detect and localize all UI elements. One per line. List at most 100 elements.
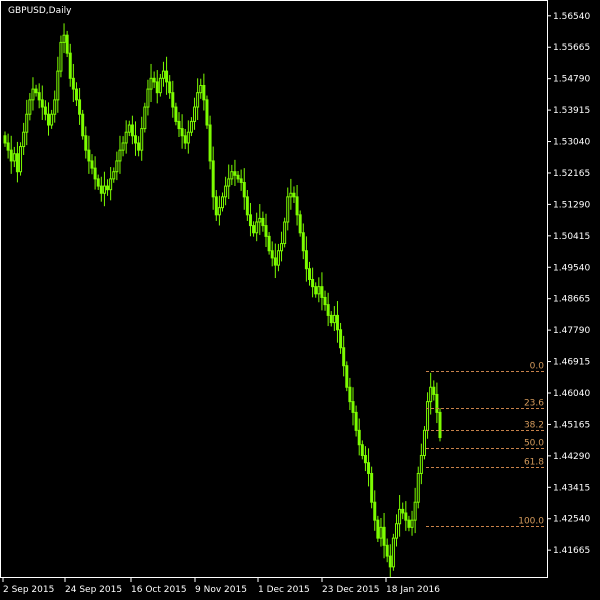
candle — [56, 56, 60, 113]
candle — [435, 382, 439, 424]
candle — [370, 466, 374, 509]
y-tick-label: 1.46915 — [553, 358, 590, 368]
candle — [335, 301, 339, 343]
candle — [81, 109, 85, 140]
candle — [379, 518, 383, 547]
candle — [323, 290, 327, 311]
candle — [273, 243, 277, 279]
candle — [25, 99, 29, 146]
fib-level-label: 23.6 — [524, 399, 544, 409]
candle — [308, 261, 311, 286]
candle — [236, 170, 240, 183]
candle — [96, 174, 100, 190]
candle — [3, 131, 7, 147]
candle — [301, 223, 305, 260]
candle — [295, 185, 299, 226]
candle — [124, 120, 128, 154]
candle — [391, 533, 395, 571]
candle — [152, 71, 156, 89]
candle — [40, 85, 44, 120]
candle — [118, 135, 122, 174]
candle — [137, 136, 141, 157]
candle — [320, 272, 324, 311]
candle — [224, 176, 228, 206]
candle — [357, 418, 361, 456]
fib-level-label: 38.2 — [524, 421, 544, 431]
time-axis: 2 Sep 2015 24 Sep 2015 16 Oct 2015 9 Nov 20… — [2, 578, 440, 595]
y-tick-label: 1.52165 — [553, 169, 590, 179]
candle — [239, 169, 243, 191]
candle — [134, 121, 137, 156]
candle — [155, 70, 159, 104]
candle — [252, 221, 256, 237]
candle — [6, 133, 10, 159]
candle — [385, 538, 389, 563]
y-tick-label: 1.42540 — [553, 515, 590, 525]
candle — [43, 100, 47, 121]
candle — [28, 93, 32, 121]
candle — [37, 83, 41, 109]
candle — [426, 392, 430, 439]
fib-level-label: 0.0 — [530, 362, 545, 372]
candle — [183, 128, 187, 150]
candle — [109, 167, 113, 201]
fib-level-label: 61.8 — [524, 458, 544, 468]
candle — [410, 510, 414, 536]
candle — [161, 61, 165, 87]
candle — [388, 544, 392, 578]
candle — [248, 202, 252, 237]
candle — [401, 502, 405, 520]
fibonacci-retracement[interactable]: 0.0 23.6 38.2 50.0 61.8 100.0 — [426, 362, 546, 527]
candle — [99, 176, 103, 202]
x-tick-label: 9 Nov 2015 — [195, 585, 247, 595]
candle — [261, 211, 265, 232]
y-tick-label: 1.48665 — [553, 295, 590, 305]
y-tick-label: 1.55665 — [553, 43, 590, 53]
candle — [87, 135, 91, 174]
candle — [422, 426, 426, 460]
fib-level-label: 100.0 — [518, 517, 544, 527]
candle — [90, 154, 94, 175]
candle — [140, 116, 144, 161]
candle — [258, 204, 262, 235]
x-tick-label: 23 Dec 2015 — [322, 585, 380, 595]
candle — [419, 443, 423, 485]
candle — [395, 514, 398, 547]
candle — [432, 380, 436, 401]
candle — [351, 387, 355, 426]
candle — [339, 322, 343, 354]
candle — [171, 80, 175, 118]
y-tick-label: 1.54790 — [553, 75, 590, 85]
y-tick-label: 1.44290 — [553, 452, 590, 462]
candle — [149, 63, 153, 103]
candle — [221, 192, 224, 212]
candle — [367, 448, 371, 487]
candle — [283, 217, 287, 248]
candle-series — [3, 23, 442, 578]
candle — [373, 490, 377, 531]
candle — [286, 187, 290, 231]
candle — [329, 311, 333, 327]
x-tick-label: 2 Sep 2015 — [3, 585, 54, 595]
candle — [180, 114, 184, 149]
candle — [233, 159, 237, 186]
candle — [15, 141, 19, 183]
candle — [53, 90, 57, 123]
y-tick-label: 1.46040 — [553, 389, 590, 399]
candle — [311, 267, 315, 298]
candle — [332, 306, 336, 331]
candle — [93, 156, 97, 190]
candle — [31, 77, 35, 111]
candle — [255, 212, 259, 242]
candle — [115, 151, 119, 181]
candle — [289, 178, 293, 210]
candle — [242, 168, 246, 210]
chart-title: GBPUSD,Daily — [8, 6, 72, 16]
y-tick-label: 1.49540 — [553, 263, 590, 273]
candle — [276, 243, 280, 272]
candle — [193, 97, 197, 130]
candle — [348, 377, 352, 411]
candle — [196, 78, 200, 120]
candle — [363, 446, 367, 472]
